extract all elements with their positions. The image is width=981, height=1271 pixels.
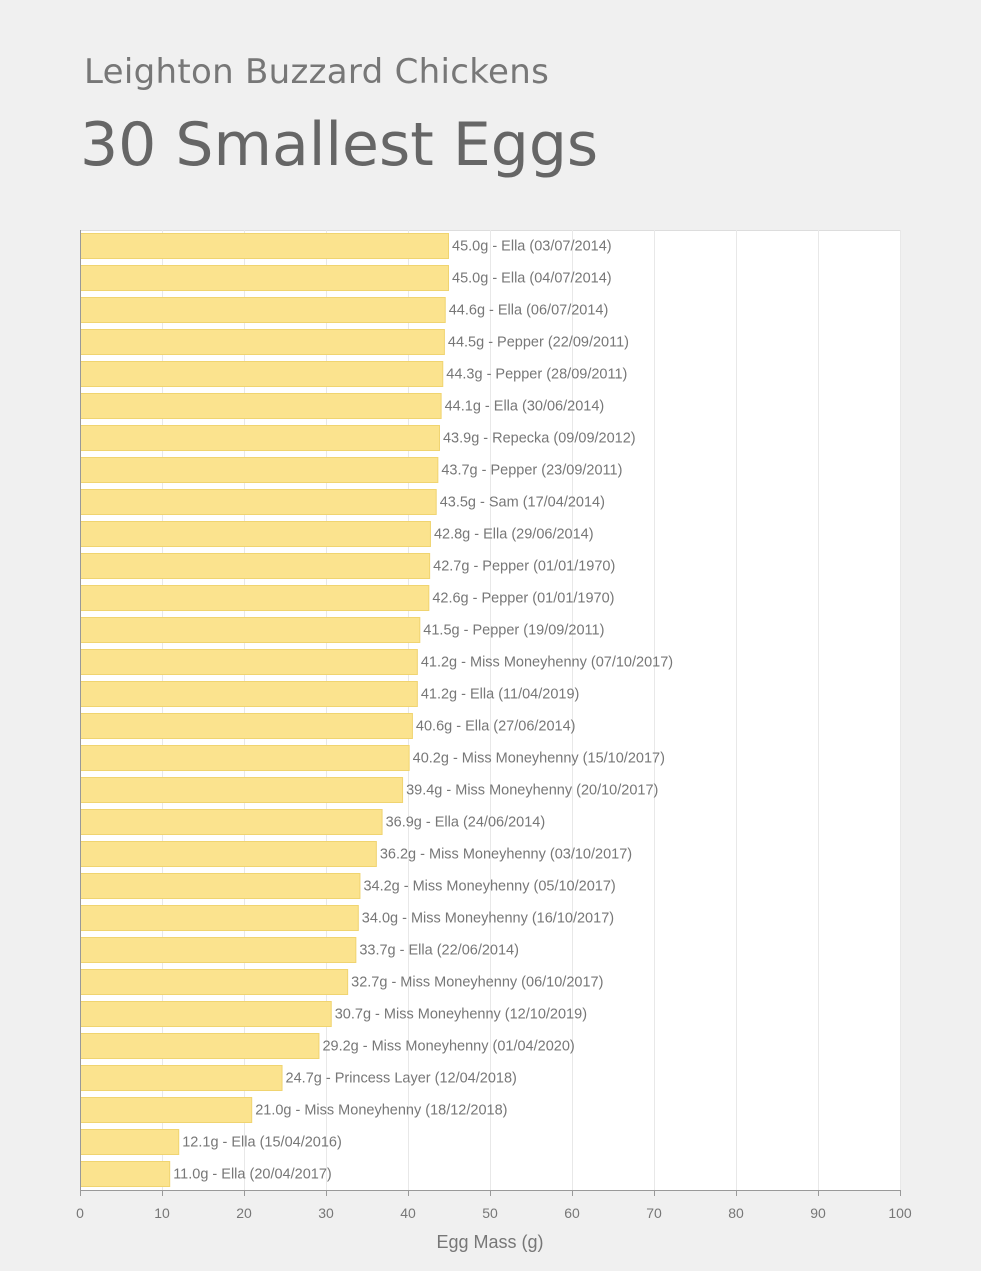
bar-label: 24.7g - Princess Layer (12/04/2018) bbox=[286, 1071, 517, 1087]
bar-label: 43.5g - Sam (17/04/2014) bbox=[440, 495, 605, 511]
bar-label: 42.7g - Pepper (01/01/1970) bbox=[433, 559, 615, 575]
bar-label: 41.2g - Ella (11/04/2019) bbox=[421, 687, 580, 703]
bar bbox=[80, 521, 431, 547]
bar bbox=[80, 969, 349, 995]
bar-label: 32.7g - Miss Moneyhenny (06/10/2017) bbox=[351, 975, 603, 991]
bar bbox=[80, 265, 449, 291]
bar-label: 36.2g - Miss Moneyhenny (03/10/2017) bbox=[380, 847, 632, 863]
x-tick-label: 90 bbox=[810, 1205, 826, 1221]
bar-label: 44.3g - Pepper (28/09/2011) bbox=[446, 367, 627, 383]
x-tick-label: 100 bbox=[888, 1205, 912, 1221]
bar bbox=[80, 393, 442, 419]
bar-label: 45.0g - Ella (03/07/2014) bbox=[452, 239, 612, 255]
bar-label: 36.9g - Ella (24/06/2014) bbox=[386, 815, 546, 831]
bar-label: 40.2g - Miss Moneyhenny (15/10/2017) bbox=[413, 751, 665, 767]
bar bbox=[80, 1065, 283, 1091]
bar bbox=[80, 841, 377, 867]
bar bbox=[80, 1097, 253, 1123]
bar bbox=[80, 1161, 171, 1187]
x-tick-label: 70 bbox=[646, 1205, 662, 1221]
bar bbox=[80, 777, 404, 803]
x-tick-label: 30 bbox=[318, 1205, 334, 1221]
x-tick-label: 20 bbox=[236, 1205, 252, 1221]
bar bbox=[80, 681, 418, 707]
bar bbox=[80, 809, 383, 835]
x-tick-label: 0 bbox=[76, 1205, 84, 1221]
bar bbox=[80, 937, 357, 963]
bar bbox=[80, 1001, 332, 1027]
x-tick-label: 40 bbox=[400, 1205, 416, 1221]
bar-label: 30.7g - Miss Moneyhenny (12/10/2019) bbox=[335, 1007, 587, 1023]
bars-group bbox=[80, 233, 449, 1187]
bar bbox=[80, 905, 359, 931]
bar-label: 42.8g - Ella (29/06/2014) bbox=[434, 527, 594, 543]
bar bbox=[80, 457, 439, 483]
x-axis: 0 10 20 30 40 50 60 70 80 90 100 bbox=[76, 230, 912, 1221]
bar-label: 34.0g - Miss Moneyhenny (16/10/2017) bbox=[362, 911, 614, 927]
bar-labels-group: 45.0g - Ella (03/07/2014) 45.0g - Ella (0… bbox=[173, 239, 673, 1183]
bar bbox=[80, 745, 410, 771]
bar-label: 29.2g - Miss Moneyhenny (01/04/2020) bbox=[322, 1039, 574, 1055]
bar-label: 11.0g - Ella (20/04/2017) bbox=[173, 1167, 332, 1183]
bar-label: 39.4g - Miss Moneyhenny (20/10/2017) bbox=[406, 783, 658, 799]
bar-label: 41.5g - Pepper (19/09/2011) bbox=[423, 623, 604, 639]
bar bbox=[80, 649, 418, 675]
bar bbox=[80, 329, 445, 355]
bar bbox=[80, 873, 361, 899]
bar bbox=[80, 585, 430, 611]
bar-label: 42.6g - Pepper (01/01/1970) bbox=[432, 591, 614, 607]
bar-label: 41.2g - Miss Moneyhenny (07/10/2017) bbox=[421, 655, 673, 671]
bar bbox=[80, 425, 440, 451]
x-tick-label: 10 bbox=[154, 1205, 170, 1221]
bar-label: 43.7g - Pepper (23/09/2011) bbox=[441, 463, 622, 479]
bar-label: 45.0g - Ella (04/07/2014) bbox=[452, 271, 612, 287]
bar-label: 21.0g - Miss Moneyhenny (18/12/2018) bbox=[255, 1103, 507, 1119]
x-tick-label: 80 bbox=[728, 1205, 744, 1221]
bar bbox=[80, 1129, 180, 1155]
chart-subtitle: Leighton Buzzard Chickens bbox=[84, 52, 550, 92]
x-tick-label: 60 bbox=[564, 1205, 580, 1221]
bar-label: 33.7g - Ella (22/06/2014) bbox=[359, 943, 519, 959]
bar bbox=[80, 233, 449, 259]
bar-label: 44.1g - Ella (30/06/2014) bbox=[445, 399, 605, 415]
chart-title: 30 Smallest Eggs bbox=[80, 110, 599, 180]
bar-label: 44.6g - Ella (06/07/2014) bbox=[449, 303, 609, 319]
bar-label: 12.1g - Ella (15/04/2016) bbox=[182, 1135, 342, 1151]
bar bbox=[80, 489, 437, 515]
bar-label: 34.2g - Miss Moneyhenny (05/10/2017) bbox=[363, 879, 615, 895]
bar bbox=[80, 361, 444, 387]
bar bbox=[80, 617, 421, 643]
bar bbox=[80, 553, 431, 579]
bar-label: 44.5g - Pepper (22/09/2011) bbox=[448, 335, 629, 351]
bar bbox=[80, 713, 413, 739]
x-axis-title: Egg Mass (g) bbox=[436, 1232, 543, 1252]
bar-label: 40.6g - Ella (27/06/2014) bbox=[416, 719, 576, 735]
bar bbox=[80, 297, 446, 323]
bar bbox=[80, 1033, 320, 1059]
bar-label: 43.9g - Repecka (09/09/2012) bbox=[443, 431, 636, 447]
x-tick-label: 50 bbox=[482, 1205, 498, 1221]
gridlines bbox=[80, 230, 901, 1190]
